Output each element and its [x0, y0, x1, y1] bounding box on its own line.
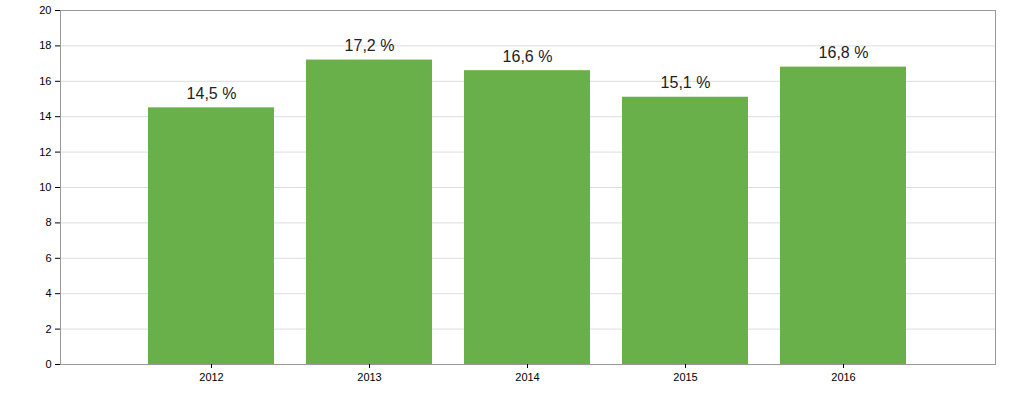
svg-text:15,1 %: 15,1 % [661, 74, 711, 91]
svg-text:2: 2 [45, 323, 51, 335]
svg-text:2012: 2012 [199, 371, 223, 383]
svg-text:2015: 2015 [673, 371, 697, 383]
svg-text:16,8 %: 16,8 % [819, 44, 869, 61]
svg-text:4: 4 [45, 287, 51, 299]
svg-text:12: 12 [39, 146, 51, 158]
svg-text:6: 6 [45, 252, 51, 264]
svg-text:16: 16 [39, 75, 51, 87]
svg-text:14,5 %: 14,5 % [187, 85, 237, 102]
svg-text:8: 8 [45, 216, 51, 228]
svg-text:18: 18 [39, 39, 51, 51]
svg-text:17,2 %: 17,2 % [345, 37, 395, 54]
svg-text:2016: 2016 [831, 371, 855, 383]
svg-text:2014: 2014 [515, 371, 539, 383]
svg-text:16,6 %: 16,6 % [503, 48, 553, 65]
svg-text:2013: 2013 [357, 371, 381, 383]
svg-text:10: 10 [39, 181, 51, 193]
svg-text:14: 14 [39, 110, 51, 122]
svg-text:20: 20 [39, 4, 51, 16]
svg-text:0: 0 [45, 358, 51, 370]
